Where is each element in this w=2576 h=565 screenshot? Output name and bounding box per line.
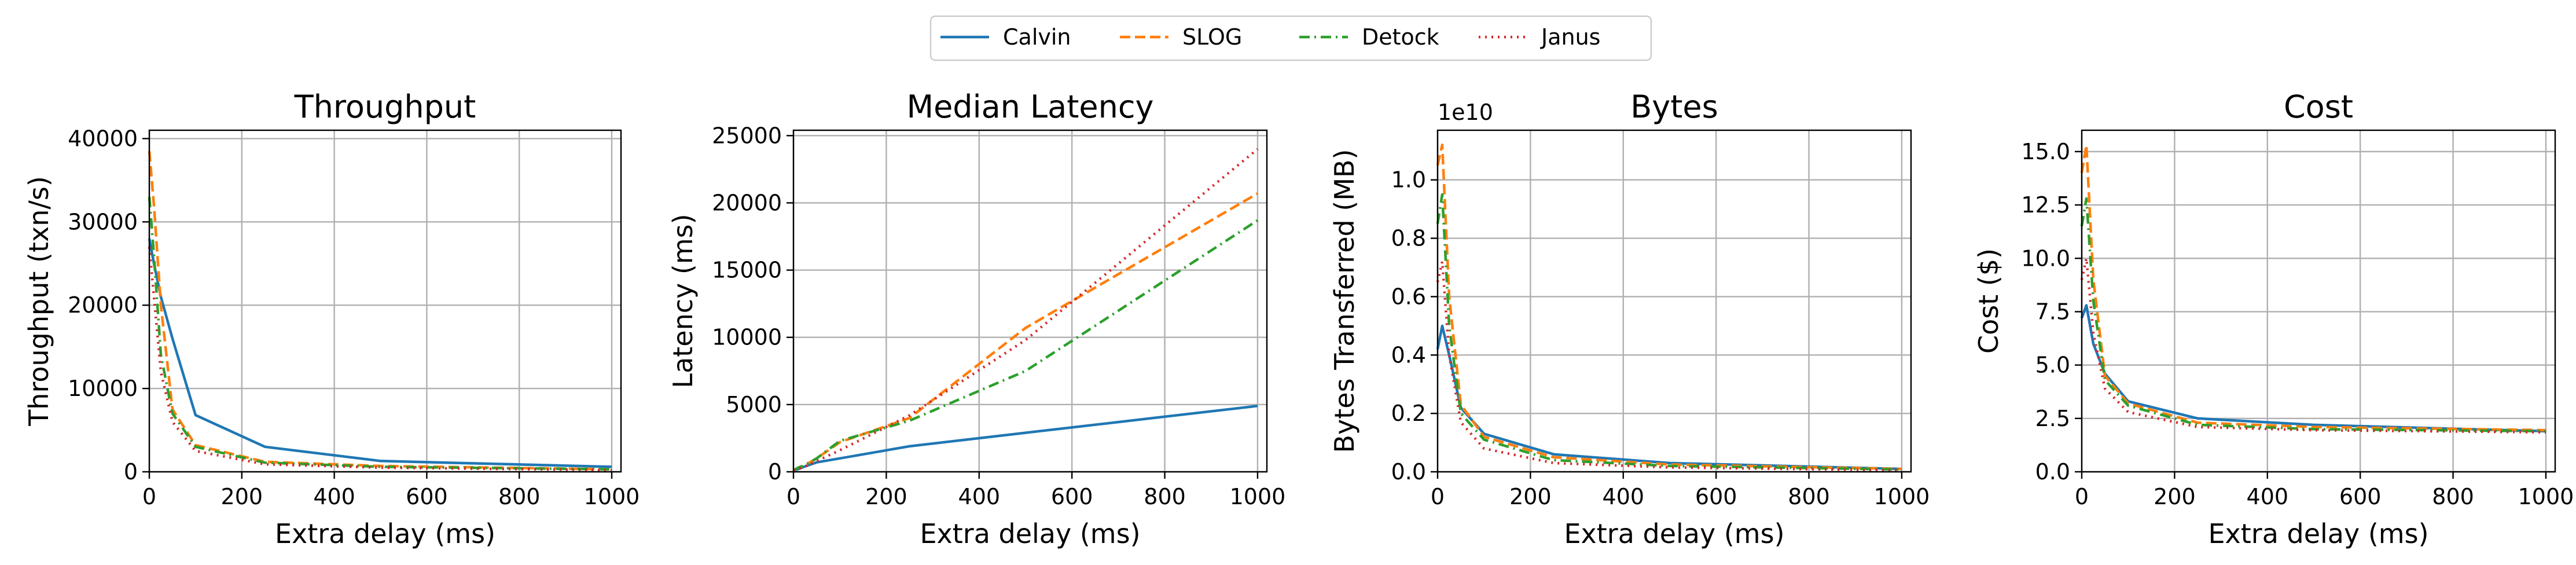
y-tick-label: 1.0	[1391, 167, 1426, 193]
y-tick-label: 0.0	[2035, 459, 2070, 485]
chart-title: Cost	[2284, 89, 2353, 125]
x-axis-label: Extra delay (ms)	[2208, 518, 2428, 549]
x-tick-label: 800	[498, 484, 541, 509]
x-tick-label: 400	[1603, 484, 1645, 509]
y-tick-label: 7.5	[2035, 299, 2070, 324]
series-line-calvin	[2080, 304, 2546, 433]
y-tick-label: 0.6	[1391, 284, 1426, 309]
y-tick-label: 12.5	[2021, 192, 2070, 218]
axes-frame	[1436, 129, 1912, 473]
chart-panel-1: 0 200 400 600 800 1000010000200003000040000Th…	[23, 89, 640, 549]
x-tick-label: 800	[1144, 484, 1186, 509]
x-tick-label: 0	[142, 484, 156, 509]
y-tick-label: 15000	[712, 258, 782, 283]
y-tick-label: 10000	[712, 325, 782, 350]
x-axis-label: Extra delay (ms)	[920, 518, 1140, 549]
axes-frame	[2081, 129, 2556, 473]
x-tick-label: 600	[1051, 484, 1093, 509]
y-tick-label: 0.4	[1391, 342, 1426, 368]
y-tick-label: 0.8	[1391, 226, 1426, 251]
series-line-detock	[148, 196, 612, 471]
x-tick-label: 400	[313, 484, 355, 509]
x-tick-label: 1000	[584, 484, 640, 509]
y-tick-label: 2.5	[2035, 406, 2070, 431]
y-tick-label: 5000	[726, 392, 782, 417]
y-tick-label: 0.0	[1391, 459, 1426, 485]
x-tick-label: 1000	[2518, 484, 2574, 509]
y-tick-label: 0.2	[1391, 401, 1426, 426]
series-line-detock	[1436, 193, 1902, 471]
y-tick-label: 25000	[712, 123, 782, 148]
y-tick-label: 15.0	[2021, 139, 2070, 164]
x-tick-label: 800	[1788, 484, 1830, 509]
x-tick-label: 800	[2432, 484, 2474, 509]
charts: 0 200 400 600 800 1000010000200003000040000Th…	[23, 89, 2574, 549]
x-tick-label: 200	[2154, 484, 2196, 509]
series-line-slog	[792, 192, 1259, 472]
series-line-slog	[1436, 143, 1902, 471]
legend-label: Janus	[1540, 24, 1600, 50]
series-line-janus	[793, 148, 1259, 472]
x-tick-label: 400	[2247, 484, 2289, 509]
legend-label: SLOG	[1182, 24, 1242, 50]
chart-title: Throughput	[294, 89, 476, 125]
x-tick-label: 1000	[1874, 484, 1930, 509]
chart-panel-4: 0 200 400 600 800 1000 0.0 2.5 5.0 7.5 10.0 12.5 15.…	[1973, 89, 2574, 549]
x-tick-label: 400	[958, 484, 1001, 509]
y-axis-label: Bytes Transferred (MB)	[1329, 149, 1360, 453]
chart-panel-3: 0 200 400 600 800 1000 0.0 0.2 0.4 0.6 0.8 1.0 1e10 B…	[1329, 89, 1930, 549]
legend-box	[929, 15, 1652, 61]
x-tick-label: 600	[2339, 484, 2382, 509]
y-tick-label: 10.0	[2021, 245, 2070, 271]
series-line-janus	[148, 247, 612, 472]
axes-frame	[148, 129, 622, 473]
y-tick-label: 10000	[68, 376, 138, 401]
axes-frame	[792, 129, 1268, 473]
x-tick-label: 600	[1695, 484, 1737, 509]
legend-item-calvin: Calvin	[940, 24, 1071, 50]
series-line-detock	[2080, 197, 2546, 433]
y-tick-label: 5.0	[2035, 353, 2070, 378]
x-tick-label: 1000	[1230, 484, 1286, 509]
legend-label: Calvin	[1003, 24, 1071, 50]
y-tick-label: 20000	[68, 292, 138, 318]
y-axis-label: Cost ($)	[1973, 248, 2004, 354]
y-tick-label: 20000	[712, 190, 782, 215]
y-offset-label: 1e10	[1438, 100, 1493, 125]
y-axis-label: Latency (ms)	[667, 214, 699, 388]
x-axis-label: Extra delay (ms)	[275, 518, 495, 549]
legend-item-detock: Detock	[1299, 24, 1439, 50]
legend-item-slog: SLOG	[1120, 24, 1242, 50]
series-line-calvin	[148, 238, 612, 468]
legend-label: Detock	[1362, 24, 1439, 50]
x-tick-label: 0	[1431, 484, 1445, 509]
chart-panel-2: 0 200 400 600 800 100005000100001500020000250…	[667, 89, 1285, 549]
x-axis-label: Extra delay (ms)	[1564, 518, 1784, 549]
y-tick-label: 0	[768, 459, 782, 485]
x-tick-label: 600	[406, 484, 448, 509]
y-tick-label: 30000	[68, 209, 138, 234]
x-tick-label: 200	[1509, 484, 1552, 509]
series-line-slog	[2080, 144, 2546, 432]
chart-title: Bytes	[1630, 89, 1718, 125]
legend: Calvin SLOG Detock Janus	[929, 15, 1652, 61]
series-line-slog	[148, 151, 612, 471]
y-tick-label: 0	[124, 459, 138, 485]
y-axis-label: Throughput (txn/s)	[23, 176, 54, 427]
x-tick-label: 200	[221, 484, 263, 509]
chart-title: Median Latency	[906, 89, 1153, 125]
legend-item-janus: Janus	[1479, 24, 1600, 50]
y-tick-label: 40000	[68, 126, 138, 151]
series-line-janus	[1436, 260, 1902, 472]
x-tick-label: 0	[2075, 484, 2089, 509]
x-tick-label: 200	[865, 484, 907, 509]
x-tick-label: 0	[787, 484, 800, 509]
